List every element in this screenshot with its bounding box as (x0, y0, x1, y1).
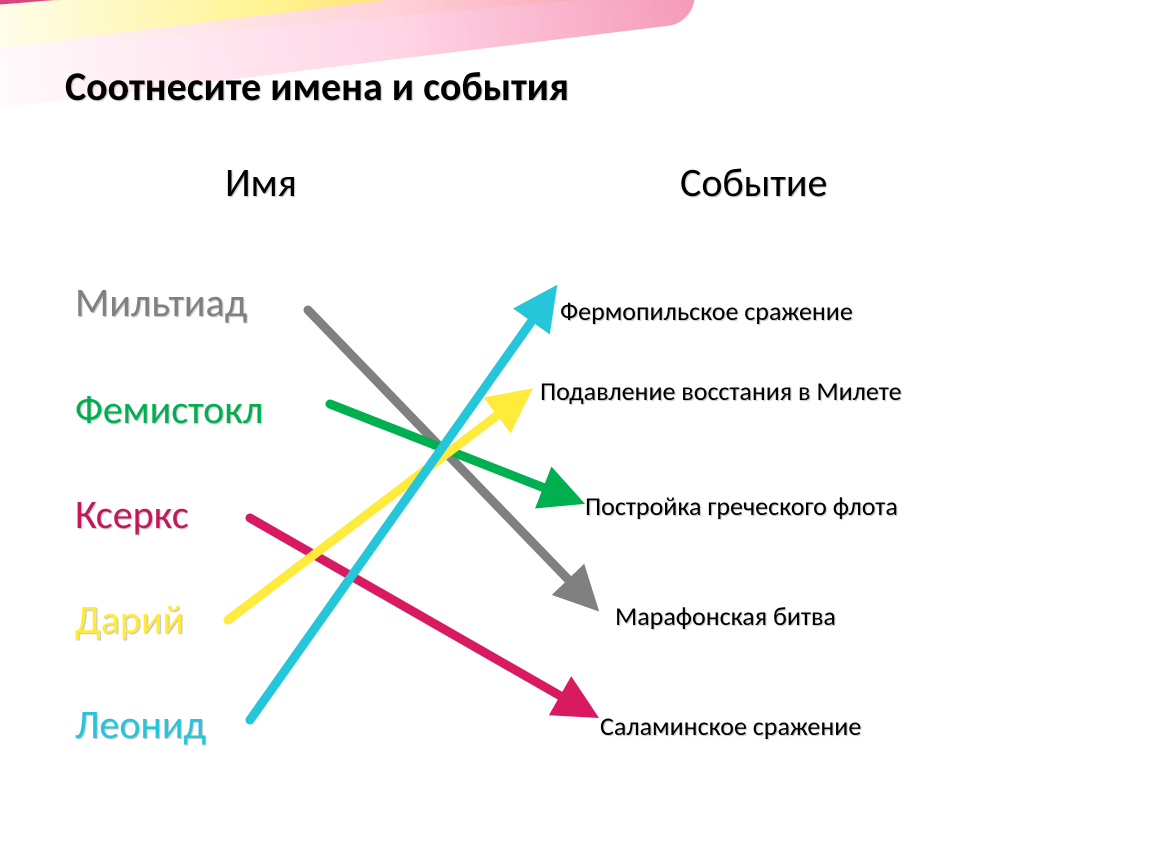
event-thermopylae: Фермопильское сражение (560, 295, 853, 327)
arrow-themistocles-to-fleet (330, 404, 570, 498)
name-darius: Дарий (75, 595, 184, 644)
event-miletus: Подавление восстания в Милете (540, 375, 902, 407)
event-fleet: Постройка греческого флота (585, 490, 898, 522)
column-header-name: Имя (225, 158, 297, 207)
name-miltiad: Мильтиад (75, 278, 247, 327)
event-marathon: Марафонская битва (615, 600, 836, 632)
arrow-leonid-to-thermopylae (250, 298, 548, 720)
event-salamis: Саламинское сражение (600, 710, 861, 742)
name-leonid: Леонид (75, 700, 206, 749)
name-themistocles: Фемистокл (75, 385, 263, 434)
arrow-xerxes-to-salamis (250, 518, 585, 710)
arrow-miltiad-to-marathon (308, 310, 588, 600)
arrow-darius-to-miletus (228, 398, 520, 620)
name-xerxes: Ксеркс (75, 490, 189, 539)
column-header-event: Событие (680, 158, 827, 207)
slide: Соотнесите имена и события Имя Событие М… (0, 0, 1150, 864)
slide-title: Соотнесите имена и события (65, 62, 569, 111)
